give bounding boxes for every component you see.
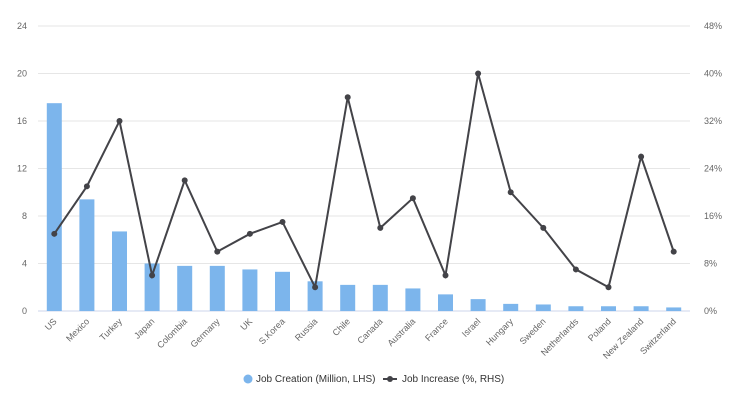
line-point[interactable] <box>442 272 449 279</box>
legend-line-label: Job Increase (%, RHS) <box>402 374 504 385</box>
bar[interactable] <box>405 288 421 311</box>
right-tick-label: 32% <box>704 116 722 126</box>
line-point[interactable] <box>638 153 645 160</box>
bar[interactable] <box>601 306 616 311</box>
line-point[interactable] <box>246 230 253 237</box>
line-point[interactable] <box>377 224 384 231</box>
line-path <box>53 73 675 291</box>
bar[interactable] <box>633 306 649 311</box>
right-tick-label: 0% <box>704 306 717 316</box>
legend-item-line[interactable]: Job Increase (%, RHS) <box>383 374 504 385</box>
bar[interactable] <box>340 284 356 311</box>
bar-series <box>46 103 682 312</box>
legend-bar-label: Job Creation (Million, LHS) <box>256 374 376 385</box>
left-tick-label: 4 <box>22 259 27 269</box>
category-label: Poland <box>586 316 613 343</box>
right-tick-label: 48% <box>704 21 722 31</box>
bar[interactable] <box>470 299 486 311</box>
bar[interactable] <box>112 231 127 311</box>
left-tick-label: 24 <box>17 21 27 31</box>
line-point[interactable] <box>312 284 319 291</box>
line-point[interactable] <box>344 94 351 101</box>
category-label: Colombia <box>155 316 189 350</box>
bar[interactable] <box>503 303 519 311</box>
bar[interactable] <box>46 103 62 311</box>
gridlines <box>38 25 690 312</box>
bar[interactable] <box>242 269 258 311</box>
line-point[interactable] <box>409 195 416 202</box>
line-point[interactable] <box>51 230 58 237</box>
bar[interactable] <box>275 271 290 311</box>
line-point[interactable] <box>540 224 547 231</box>
line-point[interactable] <box>572 266 579 273</box>
category-label: Russia <box>293 316 320 343</box>
right-tick-label: 8% <box>704 259 717 269</box>
category-label: Germany <box>188 316 222 350</box>
line-point[interactable] <box>83 183 90 190</box>
category-label: Mexico <box>64 316 91 343</box>
line-point[interactable] <box>475 70 482 77</box>
category-label: US <box>43 316 59 332</box>
left-tick-label: 0 <box>22 306 27 316</box>
category-label: France <box>423 316 450 343</box>
left-tick-label: 20 <box>17 69 27 79</box>
category-label: Chile <box>331 316 353 338</box>
line-point[interactable] <box>181 177 188 184</box>
category-label: Hungary <box>484 316 515 347</box>
category-label: Turkey <box>98 316 125 343</box>
left-tick-label: 16 <box>17 116 27 126</box>
line-point[interactable] <box>507 189 514 196</box>
bar[interactable] <box>209 265 225 311</box>
category-label: Japan <box>132 316 156 340</box>
legend-bar-swatch <box>243 374 253 384</box>
bar[interactable] <box>666 307 682 311</box>
bar[interactable] <box>438 294 453 311</box>
category-label: UK <box>238 316 254 332</box>
bar[interactable] <box>177 265 193 311</box>
right-tick-label: 16% <box>704 211 722 221</box>
category-label: Sweden <box>518 316 548 346</box>
right-tick-label: 24% <box>704 164 722 174</box>
legend-item-bars[interactable]: Job Creation (Million, LHS) <box>243 374 376 385</box>
right-axis: 0% 8% 16% 24% 32% 40% 48% <box>704 21 722 316</box>
line-point[interactable] <box>149 272 156 279</box>
line-point[interactable] <box>116 118 123 124</box>
bar[interactable] <box>535 304 551 311</box>
bar[interactable] <box>79 199 95 311</box>
left-tick-label: 12 <box>17 164 27 174</box>
legend-line-marker <box>387 376 393 382</box>
bar[interactable] <box>372 284 388 311</box>
legend[interactable]: Job Creation (Million, LHS) Job Increase… <box>243 374 505 385</box>
right-tick-label: 40% <box>704 69 722 79</box>
category-label: Canada <box>355 316 384 345</box>
line-point[interactable] <box>279 218 286 225</box>
category-label: Australia <box>385 316 417 348</box>
category-label: Israel <box>460 316 483 339</box>
category-label: S.Korea <box>257 316 287 346</box>
bar[interactable] <box>568 306 584 311</box>
left-axis: 0 4 8 12 16 20 24 <box>17 21 27 316</box>
line-point[interactable] <box>605 284 612 291</box>
line-point[interactable] <box>214 248 221 255</box>
left-tick-label: 8 <box>22 211 27 221</box>
line-point[interactable] <box>670 248 677 255</box>
bar[interactable] <box>144 263 160 312</box>
bar[interactable] <box>307 281 323 311</box>
line-series <box>51 70 677 291</box>
